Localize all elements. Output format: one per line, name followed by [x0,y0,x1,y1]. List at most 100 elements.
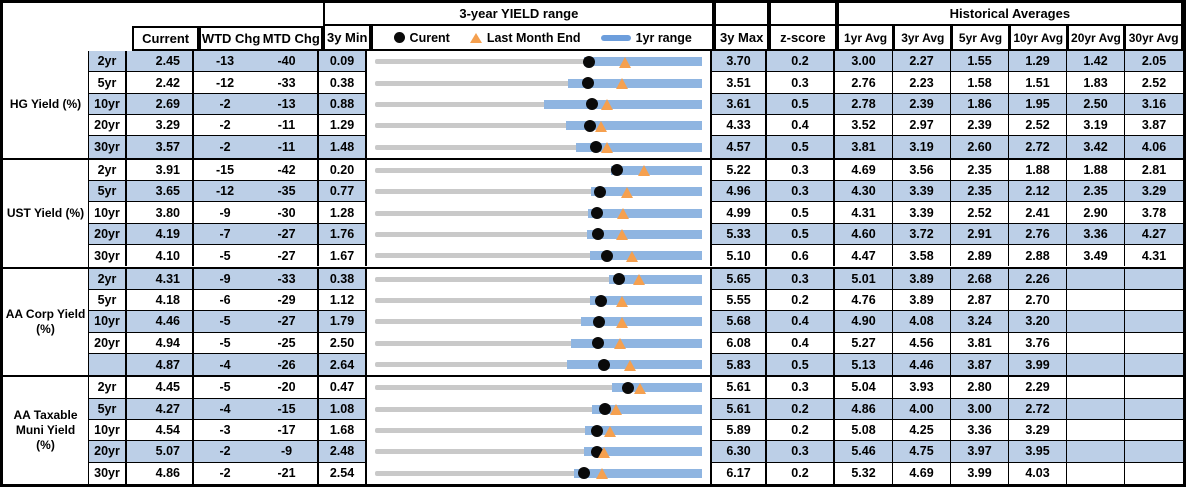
3y-range-track [375,276,702,282]
current-value: 5.07 [127,441,194,463]
avg-value [1125,441,1183,463]
avg-value [1125,462,1183,484]
last-month-end-marker-icon [637,165,650,177]
table-row: 20yr 5.07 -2 -9 2.48 6.30 0.3 5.46 4.75 … [89,441,1183,463]
current-value: 2.42 [127,72,194,94]
3y-range-track [375,340,702,346]
avg-value: 2.39 [951,115,1009,137]
tenor-label: 10yr [89,93,127,116]
3y-max-value: 5.33 [712,223,767,246]
current-marker-icon [612,273,625,286]
wtd-chg-value: -5 [194,332,256,354]
tenor-label: 2yr [89,159,127,182]
3y-range-track [375,298,702,304]
3y-min-value: 1.79 [319,311,367,333]
avg-value: 2.80 [951,377,1009,399]
3y-min-value: 1.08 [319,398,367,420]
col-header-1yr-avg: 1yr Avg [836,26,895,51]
z-score-value: 0.5 [767,136,835,158]
avg-value: 4.60 [835,223,893,246]
last-month-end-marker-icon [609,404,622,416]
avg-value: 3.78 [1125,202,1183,224]
header-spacer [3,26,133,51]
wtd-chg-value: -2 [194,441,256,463]
table-row: 10yr 3.80 -9 -30 1.28 4.99 0.5 4.31 3.39… [89,202,1183,224]
col-header-3y-max: 3y Max [714,26,770,51]
3y-min-value: 1.28 [319,202,367,224]
z-score-value: 0.3 [767,441,835,463]
3y-range-track [375,253,702,259]
tenor-label: 2yr [89,51,127,73]
3y-min-value: 0.38 [319,72,367,94]
mtd-chg-value: -33 [256,268,319,290]
avg-value: 5.32 [835,462,893,484]
current-value: 4.94 [127,332,194,354]
yield-range-chart [367,268,712,290]
avg-value: 3.24 [951,311,1009,333]
yield-range-chart [367,51,712,73]
3y-max-value: 4.57 [712,136,767,158]
z-score-value: 0.5 [767,223,835,246]
3y-max-value: 5.68 [712,311,767,333]
3y-max-value: 5.22 [712,159,767,182]
wtd-chg-value: -12 [194,181,256,203]
1yr-range-bar [608,274,702,284]
avg-value: 1.86 [951,93,1009,116]
3y-max-value: 3.70 [712,51,767,73]
3y-min-value: 1.29 [319,115,367,137]
avg-value: 4.00 [893,398,951,420]
current-value: 2.45 [127,51,194,73]
avg-value: 4.31 [835,202,893,224]
yield-range-chart [367,332,712,354]
avg-value: 2.76 [835,72,893,94]
table-row: 10yr 2.69 -2 -13 0.88 3.61 0.5 2.78 2.39… [89,93,1183,116]
3y-range-track [375,210,702,216]
avg-value: 3.99 [951,462,1009,484]
3y-min-value: 2.48 [319,441,367,463]
tenor-label: 30yr [89,245,127,267]
avg-value: 3.56 [893,159,951,182]
avg-value [1125,398,1183,420]
avg-value: 3.00 [951,398,1009,420]
avg-value: 1.55 [951,51,1009,73]
last-month-end-marker-icon [632,274,645,286]
table-row: 20yr 4.94 -5 -25 2.50 6.08 0.4 5.27 4.56… [89,332,1183,354]
historical-averages-title: Historical Averages [836,3,1183,26]
avg-value [1067,311,1125,333]
z-score-value: 0.6 [767,245,835,267]
avg-value: 4.06 [1125,136,1183,158]
3y-min-value: 1.67 [319,245,367,267]
avg-value: 4.56 [893,332,951,354]
wtd-chg-value: -4 [194,353,256,376]
3y-max-value: 5.55 [712,289,767,312]
table-row: 2yr 2.45 -13 -40 0.09 3.70 0.2 3.00 2.27… [89,51,1183,73]
legend-current-label: Curent [409,30,450,45]
table-row: 20yr 4.19 -7 -27 1.76 5.33 0.5 4.60 3.72… [89,223,1183,246]
col-header-10yr-avg: 10yr Avg [1009,26,1068,51]
3y-range-track [375,123,702,129]
3y-max-value: 4.99 [712,202,767,224]
1yr-range-bar [611,383,702,393]
last-month-end-marker-icon [595,120,608,132]
chart-legend: Curent Last Month End 1yr range [371,26,715,51]
1yr-range-bar [543,99,702,109]
avg-value: 3.19 [1067,115,1125,137]
avg-value: 3.39 [893,202,951,224]
avg-value: 4.46 [893,353,951,376]
z-score-value: 0.5 [767,202,835,224]
avg-value: 1.83 [1067,72,1125,94]
avg-value: 1.58 [951,72,1009,94]
avg-value: 4.25 [893,419,951,442]
tenor-label: 10yr [89,202,127,224]
1yr-range-bar [586,229,702,239]
avg-value: 3.58 [893,245,951,267]
avg-value: 3.81 [951,332,1009,354]
col-header-3yr-avg: 3yr Avg [894,26,953,51]
current-marker-icon [577,467,590,480]
z-score-value: 0.3 [767,72,835,94]
last-month-end-marker-icon [615,295,628,307]
3y-min-value: 1.68 [319,419,367,442]
table-row: 5yr 3.65 -12 -35 0.77 4.96 0.3 4.30 3.39… [89,181,1183,203]
avg-value: 2.39 [893,93,951,116]
avg-value: 1.29 [1009,51,1067,73]
